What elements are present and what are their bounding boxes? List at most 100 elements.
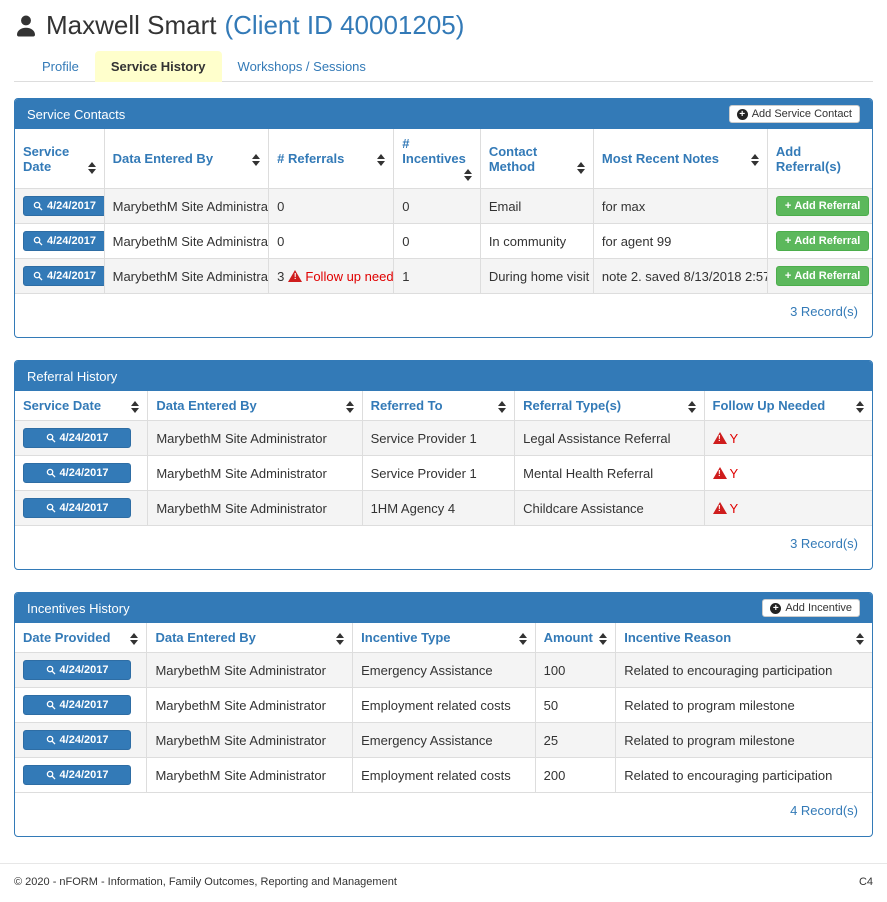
header-row: Date Provided Data Entered By Incentive … bbox=[15, 623, 872, 653]
person-icon bbox=[17, 15, 35, 36]
search-icon bbox=[33, 201, 43, 211]
panel-title: Referral History bbox=[27, 368, 118, 384]
table-row: 4/24/2017 MarybethM Site Administrator E… bbox=[15, 652, 872, 688]
amount-cell: 200 bbox=[534, 757, 617, 793]
sort-icon bbox=[577, 162, 585, 174]
col-service-date[interactable]: Service Date bbox=[15, 129, 105, 189]
record-count: 3 Record(s) bbox=[790, 304, 858, 319]
contact-method-cell: During home visit bbox=[479, 258, 594, 294]
col-num-referrals[interactable]: # Referrals bbox=[268, 129, 395, 189]
header-row: Service Date Data Entered By # Referrals… bbox=[15, 129, 872, 189]
entered-by-cell: MarybethM Site Administrator bbox=[147, 455, 363, 491]
panel-title: Service Contacts bbox=[27, 106, 126, 122]
view-incentive-button[interactable]: 4/24/2017 bbox=[23, 730, 131, 750]
add-referral-button[interactable]: + Add Referral bbox=[775, 266, 870, 286]
view-incentive-button[interactable]: 4/24/2017 bbox=[23, 695, 131, 715]
sort-icon bbox=[377, 154, 385, 166]
client-header: Maxwell Smart (Client ID 40001205) bbox=[14, 10, 873, 41]
tab-profile[interactable]: Profile bbox=[42, 59, 79, 74]
incentives-history-heading: Incentives History + Add Incentive bbox=[15, 593, 872, 623]
add-incentive-label: Add Incentive bbox=[785, 602, 852, 614]
entered-by-cell: MarybethM Site Administrator bbox=[146, 652, 354, 688]
col-follow-up-needed[interactable]: Follow Up Needed bbox=[703, 391, 872, 421]
view-incentive-button[interactable]: 4/24/2017 bbox=[23, 660, 131, 680]
add-incentive-button[interactable]: + Add Incentive bbox=[762, 599, 860, 617]
entered-by-cell: MarybethM Site Administrator bbox=[103, 188, 270, 224]
col-date-provided[interactable]: Date Provided bbox=[15, 623, 148, 653]
referrals-cell: 0 bbox=[268, 223, 395, 259]
entered-by-cell: MarybethM Site Administrator bbox=[103, 258, 270, 294]
table-row: 4/24/2017 MarybethM Site Administrator 1… bbox=[15, 490, 872, 526]
view-referral-button[interactable]: 4/24/2017 bbox=[23, 498, 131, 518]
search-icon bbox=[46, 770, 56, 780]
incentive-type-cell: Emergency Assistance bbox=[352, 652, 536, 688]
referral-history-panel: Referral History Service Date Data Enter… bbox=[14, 360, 873, 570]
follow-up-needed-label: Follow up needed bbox=[305, 268, 394, 284]
search-icon bbox=[46, 433, 56, 443]
sort-icon bbox=[464, 169, 472, 181]
col-data-entered-by[interactable]: Data Entered By bbox=[147, 391, 363, 421]
entered-by-cell: MarybethM Site Administrator bbox=[146, 722, 354, 758]
referral-history-heading: Referral History bbox=[15, 361, 872, 391]
col-most-recent-notes[interactable]: Most Recent Notes bbox=[592, 129, 768, 189]
col-data-entered-by[interactable]: Data Entered By bbox=[146, 623, 354, 653]
notes-cell: for agent 99 bbox=[592, 223, 768, 259]
referral-type-cell: Legal Assistance Referral bbox=[514, 420, 705, 456]
view-referral-button[interactable]: 4/24/2017 bbox=[23, 463, 131, 483]
referred-to-cell: Service Provider 1 bbox=[361, 455, 516, 491]
col-incentive-type[interactable]: Incentive Type bbox=[352, 623, 536, 653]
plus-icon: + bbox=[784, 200, 792, 212]
amount-cell: 50 bbox=[534, 687, 617, 723]
referrals-cell: 3Follow up needed bbox=[268, 258, 395, 294]
referred-to-cell: Service Provider 1 bbox=[361, 420, 516, 456]
entered-by-cell: MarybethM Site Administrator bbox=[147, 420, 363, 456]
view-referral-button[interactable]: 4/24/2017 bbox=[23, 428, 131, 448]
warning-icon bbox=[288, 269, 303, 282]
col-data-entered-by[interactable]: Data Entered By bbox=[103, 129, 270, 189]
col-referred-to[interactable]: Referred To bbox=[361, 391, 516, 421]
col-num-incentives[interactable]: # Incentives bbox=[393, 129, 481, 189]
search-icon bbox=[33, 271, 43, 281]
view-service-contact-button[interactable]: 4/24/2017 bbox=[23, 196, 104, 216]
panel-title: Incentives History bbox=[27, 600, 130, 616]
plus-icon: + bbox=[784, 270, 792, 282]
follow-up-cell: Y bbox=[703, 455, 872, 491]
footer-code: C4 bbox=[858, 876, 873, 888]
table-row: 4/24/2017 MarybethM Site Administrator E… bbox=[15, 757, 872, 793]
incentives-history-panel: Incentives History + Add Incentive Date … bbox=[14, 592, 873, 837]
client-name: Maxwell Smart bbox=[46, 10, 217, 40]
warning-icon bbox=[712, 431, 727, 444]
plus-icon: + bbox=[784, 235, 792, 247]
sort-icon bbox=[751, 154, 759, 166]
referrals-cell: 0 bbox=[268, 188, 395, 224]
amount-cell: 25 bbox=[534, 722, 617, 758]
col-service-date[interactable]: Service Date bbox=[15, 391, 149, 421]
record-count: 3 Record(s) bbox=[790, 536, 858, 551]
col-incentive-reason[interactable]: Incentive Reason bbox=[615, 623, 872, 653]
table-row: 4/24/2017 MarybethM Site Administrator E… bbox=[15, 687, 872, 723]
table-row: 4/24/2017 MarybethM Site Administrator E… bbox=[15, 722, 872, 758]
service-contacts-heading: Service Contacts + Add Service Contact bbox=[15, 99, 872, 129]
view-service-contact-button[interactable]: 4/24/2017 bbox=[23, 231, 104, 251]
col-referral-types[interactable]: Referral Type(s) bbox=[514, 391, 705, 421]
warning-icon bbox=[712, 501, 727, 514]
add-service-contact-button[interactable]: + Add Service Contact bbox=[728, 105, 860, 123]
referred-to-cell: 1HM Agency 4 bbox=[361, 490, 516, 526]
col-contact-method[interactable]: Contact Method bbox=[479, 129, 594, 189]
sort-icon bbox=[252, 154, 260, 166]
tab-service-history[interactable]: Service History bbox=[94, 51, 222, 82]
view-service-contact-button[interactable]: 4/24/2017 bbox=[23, 266, 104, 286]
view-incentive-button[interactable]: 4/24/2017 bbox=[23, 765, 131, 785]
reason-cell: Related to program milestone bbox=[615, 687, 872, 723]
entered-by-cell: MarybethM Site Administrator bbox=[146, 757, 354, 793]
add-referral-button[interactable]: + Add Referral bbox=[775, 196, 870, 216]
incentive-type-cell: Employment related costs bbox=[352, 757, 536, 793]
col-amount[interactable]: Amount bbox=[534, 623, 617, 653]
sort-icon bbox=[88, 162, 96, 174]
add-referral-button[interactable]: + Add Referral bbox=[775, 231, 870, 251]
referral-type-cell: Mental Health Referral bbox=[514, 455, 705, 491]
sort-icon bbox=[131, 401, 139, 413]
tab-workshops-sessions[interactable]: Workshops / Sessions bbox=[237, 59, 366, 74]
contact-method-cell: In community bbox=[479, 223, 594, 259]
sort-icon bbox=[599, 633, 607, 645]
